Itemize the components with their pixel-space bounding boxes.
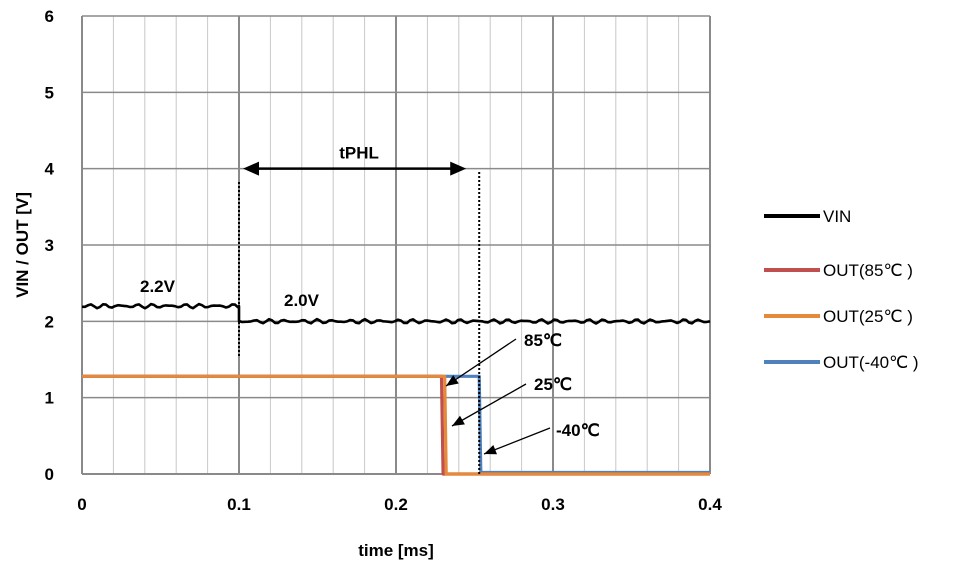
temp-pointer-line: [445, 338, 517, 387]
y-axis-title: VIN / OUT [V]: [13, 192, 32, 298]
y-tick-label: 3: [45, 236, 54, 255]
y-tick-label: 5: [45, 83, 54, 102]
x-tick-label: 0.1: [227, 495, 251, 514]
temp-pointer-head: [446, 375, 459, 386]
y-tick-label: 0: [45, 465, 54, 484]
x-axis-title: time [ms]: [358, 541, 434, 560]
annotation-layer: tPHL 2.2V 2.0V 85℃ 25℃ -40℃: [140, 144, 600, 474]
x-axis-ticks: 0 0.1 0.2 0.3 0.4: [77, 495, 722, 514]
y-tick-label: 2: [45, 312, 54, 331]
x-tick-label: 0: [77, 495, 86, 514]
temp-label-25: 25℃: [534, 375, 572, 394]
y-tick-label: 4: [45, 160, 55, 179]
series-line: [82, 302, 711, 325]
temp-pointer-head: [484, 444, 497, 455]
x-tick-label: 0.4: [698, 495, 722, 514]
tphl-label: tPHL: [339, 144, 379, 163]
legend-label-out-85: OUT(85℃ ): [823, 261, 913, 280]
temp-label-85: 85℃: [524, 331, 562, 350]
tphl-arrow-head-right: [450, 161, 467, 176]
legend: VIN OUT(85℃ ) OUT(25℃ ) OUT(-40℃ ): [764, 207, 919, 372]
legend-label-vin: VIN: [823, 207, 851, 226]
legend-label-out-25: OUT(25℃ ): [823, 307, 913, 326]
temp-pointer-line: [451, 383, 527, 427]
x-tick-label: 0.2: [384, 495, 408, 514]
vin-high-label: 2.2V: [140, 277, 176, 296]
temp-label-minus40: -40℃: [556, 421, 600, 440]
y-tick-label: 1: [45, 389, 54, 408]
temp-pointer-head: [452, 415, 465, 426]
x-tick-label: 0.3: [541, 495, 565, 514]
major-gridlines: [82, 15, 710, 474]
y-tick-label: 6: [45, 7, 54, 26]
series-line: [82, 374, 710, 476]
legend-label-out-minus40: OUT(-40℃ ): [823, 353, 919, 372]
tphl-arrow-head-left: [243, 161, 259, 176]
y-axis-ticks: 0 1 2 3 4 5 6: [45, 7, 55, 484]
vin-low-label: 2.0V: [284, 291, 320, 310]
